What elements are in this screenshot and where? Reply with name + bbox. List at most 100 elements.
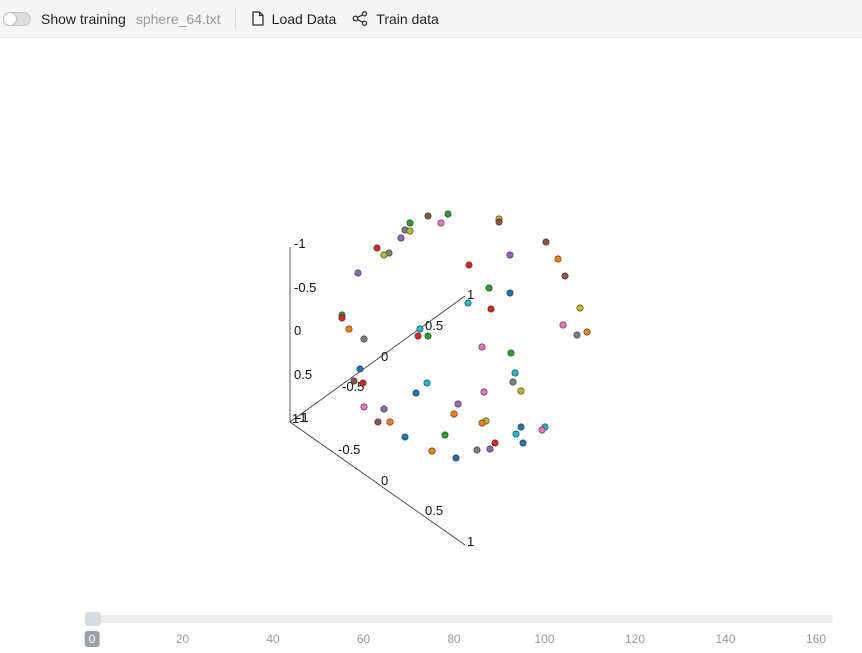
axis-tick-front: -0.5 bbox=[338, 442, 360, 457]
axis-tick-right: -1 bbox=[297, 410, 309, 425]
timeline-track[interactable] bbox=[85, 615, 833, 623]
axis-line-front bbox=[289, 421, 466, 546]
data-point bbox=[473, 446, 481, 454]
train-data-button[interactable]: Train data bbox=[352, 11, 439, 27]
data-point bbox=[416, 325, 424, 333]
axis-tick-front: 0 bbox=[381, 473, 388, 488]
timeline-tick[interactable]: 100 bbox=[534, 632, 555, 646]
data-point bbox=[576, 304, 584, 312]
data-point bbox=[454, 400, 462, 408]
data-point bbox=[356, 365, 364, 373]
train-data-label: Train data bbox=[376, 10, 439, 27]
timeline-tick[interactable]: 40 bbox=[266, 632, 280, 646]
data-point bbox=[406, 219, 414, 227]
data-point bbox=[506, 251, 514, 259]
data-point bbox=[354, 269, 362, 277]
toolbar-divider bbox=[234, 8, 236, 29]
timeline-tick[interactable]: 160 bbox=[805, 632, 827, 646]
data-point bbox=[360, 335, 368, 343]
timeline-tick[interactable]: 60 bbox=[356, 632, 371, 646]
data-point bbox=[583, 328, 591, 336]
data-point bbox=[424, 212, 432, 220]
load-data-button[interactable]: Load Data bbox=[252, 10, 337, 27]
data-point bbox=[506, 289, 514, 297]
data-point bbox=[345, 325, 353, 333]
data-point bbox=[554, 255, 562, 263]
data-point bbox=[509, 378, 517, 386]
timeline-tick[interactable]: 0 bbox=[84, 631, 100, 647]
timeline-tick[interactable]: 140 bbox=[715, 632, 736, 646]
axis-line-right bbox=[289, 295, 466, 423]
timeline-tick[interactable]: 80 bbox=[447, 632, 461, 646]
toggle-knob bbox=[3, 11, 17, 26]
data-point bbox=[512, 430, 520, 438]
axis-tick-right: 1 bbox=[467, 287, 474, 302]
data-point bbox=[450, 410, 458, 418]
data-point bbox=[559, 321, 567, 329]
data-point bbox=[412, 389, 420, 397]
share-nodes-icon bbox=[352, 11, 368, 26]
data-point bbox=[401, 433, 409, 441]
data-point bbox=[517, 423, 525, 431]
timeline-tick[interactable]: 120 bbox=[624, 632, 646, 646]
data-point bbox=[511, 369, 519, 377]
data-point bbox=[428, 447, 436, 455]
data-point bbox=[424, 332, 432, 340]
data-point bbox=[495, 218, 503, 226]
data-point bbox=[486, 445, 494, 453]
data-point bbox=[491, 439, 499, 447]
data-point bbox=[542, 238, 550, 246]
axis-tick-front: -1 bbox=[295, 410, 307, 425]
timeline-thumb[interactable] bbox=[85, 612, 101, 626]
data-point bbox=[423, 379, 431, 387]
data-point bbox=[478, 419, 486, 427]
data-point bbox=[350, 377, 358, 385]
axis-tick-right: 0.5 bbox=[425, 318, 443, 333]
data-point bbox=[437, 219, 445, 227]
axis-tick-vertical: -1 bbox=[294, 236, 306, 251]
data-point bbox=[338, 314, 346, 322]
data-point bbox=[485, 284, 493, 292]
axis-tick-vertical: 1 bbox=[292, 411, 299, 426]
data-point bbox=[444, 210, 452, 218]
axis-tick-vertical: 0.5 bbox=[294, 367, 312, 382]
plot-points bbox=[338, 210, 591, 462]
data-point bbox=[414, 332, 422, 340]
data-point bbox=[573, 331, 581, 339]
data-point bbox=[519, 439, 527, 447]
data-point bbox=[406, 227, 414, 235]
data-point bbox=[465, 261, 473, 269]
data-point bbox=[380, 405, 388, 413]
scatter-3d-plot[interactable]: -1-0.500.51-1-0.500.51-1-0.500.51 bbox=[0, 39, 862, 599]
data-point bbox=[464, 299, 472, 307]
data-point bbox=[359, 379, 367, 387]
axis-tick-right: 0 bbox=[381, 349, 388, 364]
data-point bbox=[452, 454, 460, 462]
axis-tick-vertical: 0 bbox=[294, 323, 301, 338]
data-point bbox=[480, 388, 488, 396]
timeline: 0 20 40 60 80 100 120 140 160 bbox=[0, 605, 862, 653]
data-point bbox=[397, 234, 405, 242]
show-training-toggle[interactable] bbox=[3, 11, 31, 26]
data-point bbox=[360, 403, 368, 411]
data-point bbox=[517, 387, 525, 395]
data-point bbox=[374, 418, 382, 426]
axis-tick-vertical: -0.5 bbox=[294, 280, 316, 295]
timeline-tick[interactable]: 20 bbox=[175, 632, 190, 646]
data-point bbox=[561, 272, 569, 280]
axis-tick-right: -0.5 bbox=[342, 379, 364, 394]
data-point bbox=[380, 251, 388, 259]
data-point bbox=[386, 418, 394, 426]
plot-axes: -1-0.500.51-1-0.500.51-1-0.500.51 bbox=[289, 236, 474, 549]
axis-tick-front: 0.5 bbox=[425, 503, 443, 518]
file-icon bbox=[252, 11, 264, 26]
show-training-label: Show training bbox=[41, 10, 126, 27]
axis-tick-front: 1 bbox=[467, 534, 474, 549]
data-point bbox=[373, 244, 381, 252]
load-data-label: Load Data bbox=[271, 10, 337, 27]
file-name: sphere_64.txt bbox=[135, 10, 221, 27]
data-point bbox=[487, 305, 495, 313]
data-point bbox=[507, 349, 515, 357]
data-point bbox=[538, 426, 546, 434]
data-point bbox=[441, 431, 449, 439]
